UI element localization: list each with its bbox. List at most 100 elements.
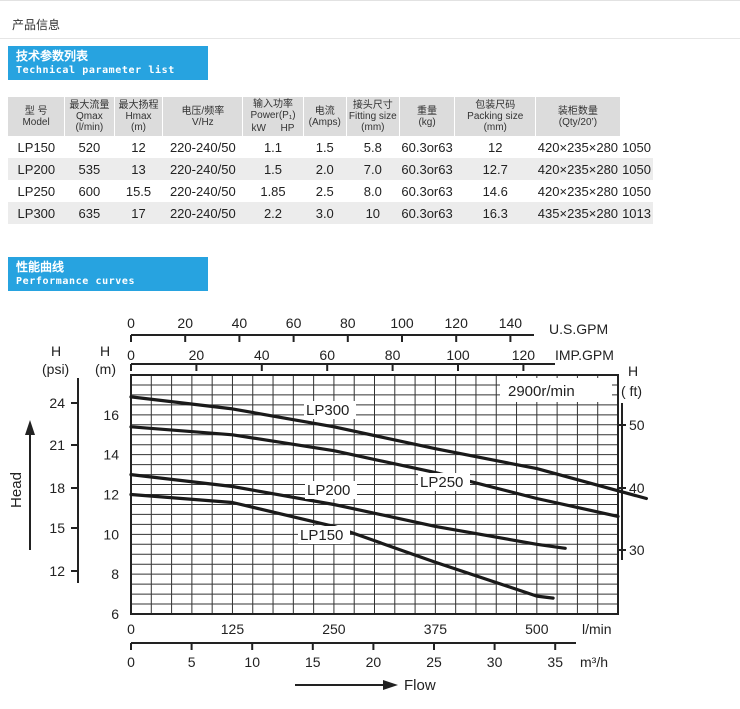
impgpm-tick-label: 100: [446, 347, 470, 363]
m3h-tick-label: 25: [426, 654, 442, 670]
cell-packing: 420×235×280: [535, 136, 621, 158]
cell-model: LP300: [8, 202, 65, 224]
m3h-tick-label: 0: [127, 654, 135, 670]
cell-qmax: 635: [64, 202, 115, 224]
cell-voltage: 220-240/50: [162, 202, 243, 224]
y-tick-label: 10: [103, 526, 119, 542]
table-row: LP150 520 12 220-240/50 1.1 1.5 5.8 60.3or63 12 4…: [8, 136, 653, 158]
y-axis-m-label: H: [100, 343, 110, 359]
performance-chart: 2900r/min 6 8 10 12 14 16 H (m) H (psi) 24 21 18 15 12 H…: [8, 315, 648, 694]
cell-packing: 435×235×280: [535, 202, 621, 224]
cell-voltage: 220-240/50: [162, 136, 243, 158]
series-label-lp200: LP200: [307, 482, 350, 499]
y-axis-ft-label: H: [628, 363, 638, 379]
usgpm-tick-label: 40: [232, 315, 248, 331]
x-tick-label: 250: [322, 621, 346, 637]
cell-fitting: 60.3or63: [399, 158, 455, 180]
table-row: LP250 600 15.5 220-240/50 1.85 2.5 8.0 60.3or63…: [8, 180, 653, 202]
y-axis-title: Head: [8, 472, 25, 508]
cell-kw: 1.5: [242, 158, 304, 180]
y-axis-psi-label: H: [51, 343, 61, 359]
table-row: LP200 535 13 220-240/50 1.5 2.0 7.0 60.3or63 12.…: [8, 158, 653, 180]
series-label-lp250: LP250: [420, 474, 463, 491]
cell-amps: 7.0: [346, 158, 400, 180]
cell-qty: 1050: [620, 136, 653, 158]
cell-kw: 1.1: [242, 136, 304, 158]
x-tick-label: 500: [525, 621, 549, 637]
header-fitting: 接头尺寸 Fitting size (mm): [346, 97, 400, 136]
header-voltage: 电压/频率 V/Hz: [162, 97, 244, 136]
cell-qty: 1050: [620, 158, 653, 180]
psi-tick-label: 12: [49, 563, 65, 579]
top-border: [0, 0, 740, 5]
usgpm-tick-label: 100: [390, 315, 414, 331]
cell-voltage: 220-240/50: [162, 158, 243, 180]
y-tick-label: 16: [103, 407, 119, 423]
cell-amps: 10: [346, 202, 400, 224]
cell-hmax: 17: [114, 202, 163, 224]
y-axis-psi-unit: (psi): [42, 361, 69, 377]
cell-hp: 3.0: [303, 202, 347, 224]
header-power: 输入功率 Power(P₁) kW HP: [242, 97, 304, 136]
cell-hp: 1.5: [303, 136, 347, 158]
speed-note-bg: [500, 378, 612, 402]
series-label-bg: [305, 481, 357, 499]
series-label-lp150: LP150: [300, 527, 343, 544]
usgpm-tick-label: 140: [499, 315, 523, 331]
impgpm-tick-label: 60: [319, 347, 335, 363]
page-title: 产品信息: [12, 18, 61, 32]
series-label-bg: [418, 473, 470, 491]
cell-weight: 14.6: [454, 180, 536, 202]
y-tick-label: 12: [103, 487, 119, 503]
curves-section-title-cn: 性能曲线: [16, 260, 65, 274]
header-weight: 重量 (kg): [399, 97, 456, 136]
series-label-lp300: LP300: [306, 402, 349, 419]
series-label-bg: [298, 526, 350, 544]
impgpm-tick-label: 80: [385, 347, 401, 363]
m3h-tick-label: 15: [305, 654, 321, 670]
cell-qmax: 600: [64, 180, 115, 202]
impgpm-label: IMP.GPM: [555, 347, 614, 363]
curves-section-title-en: Performance curves: [16, 276, 136, 287]
cell-fitting: 60.3or63: [399, 180, 455, 202]
usgpm-label: U.S.GPM: [549, 321, 608, 337]
series-line-lp200: [129, 473, 567, 550]
head-arrow-head: [25, 420, 35, 435]
header-power-hp: HP: [280, 123, 295, 134]
header-model: 型 号 Model: [8, 97, 66, 136]
series-line-lp300: [129, 395, 648, 501]
series-line-lp150: [129, 492, 555, 600]
usgpm-tick-label: 120: [445, 315, 469, 331]
cell-hmax: 15.5: [114, 180, 163, 202]
table-row: LP300 635 17 220-240/50 2.2 3.0 10 60.3or63 16.3…: [8, 202, 653, 224]
cell-fitting: 60.3or63: [399, 202, 455, 224]
spec-section-banner: 技术参数列表 Technical parameter list: [8, 46, 208, 80]
m3h-tick-label: 35: [547, 654, 563, 670]
psi-tick-label: 15: [49, 520, 65, 536]
cell-weight: 16.3: [454, 202, 536, 224]
spec-section-title-cn: 技术参数列表: [16, 49, 89, 63]
header-qty: 装柜数量 (Qty/20’): [535, 97, 621, 136]
cell-weight: 12: [454, 136, 536, 158]
header-packing: 包装尺码 Packing size (mm): [454, 97, 537, 136]
series-label-bg: [304, 401, 356, 419]
cell-hp: 2.5: [303, 180, 347, 202]
x-tick-label: 375: [424, 621, 448, 637]
x-tick-label: 0: [127, 621, 135, 637]
usgpm-tick-label: 80: [340, 315, 356, 331]
x-unit-label: l/min: [582, 621, 612, 637]
cell-fitting: 60.3or63: [399, 136, 455, 158]
header-hmax: 最大扬程 Hmax (m): [114, 97, 164, 136]
y-axis-m-unit: (m): [95, 361, 116, 377]
flow-arrow-head: [383, 680, 398, 690]
cell-qty: 1013: [620, 202, 653, 224]
cell-hmax: 12: [114, 136, 163, 158]
title-divider: [0, 38, 740, 39]
m3h-tick-label: 20: [366, 654, 382, 670]
ft-tick-label: 50: [629, 417, 645, 433]
cell-model: LP200: [8, 158, 65, 180]
m3h-tick-label: 10: [244, 654, 260, 670]
impgpm-tick-label: 120: [512, 347, 536, 363]
speed-note: 2900r/min: [508, 383, 575, 400]
curves-section-banner: 性能曲线 Performance curves: [8, 257, 208, 291]
